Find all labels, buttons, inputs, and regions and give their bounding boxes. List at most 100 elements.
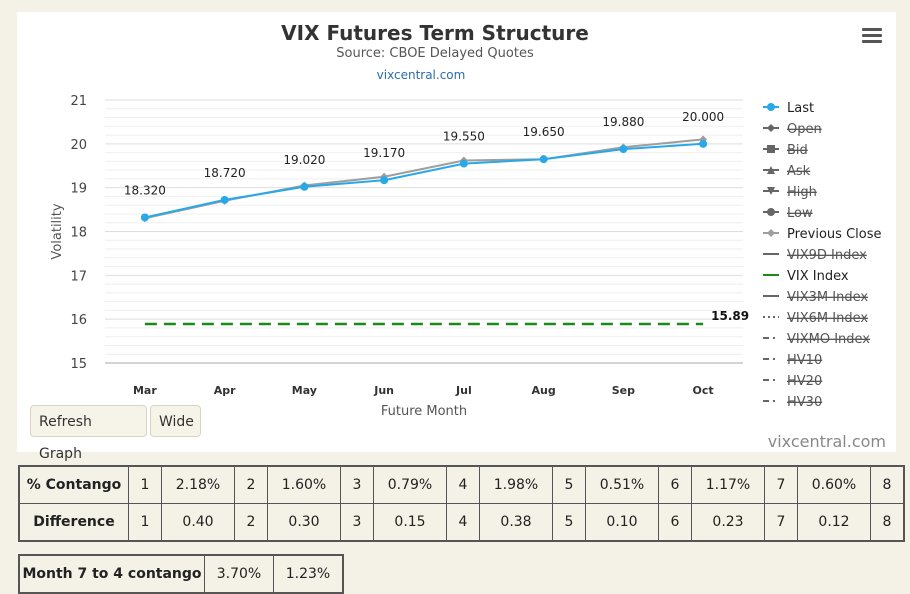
last-point [539, 155, 548, 164]
month-number-cell: 6 [658, 465, 692, 504]
legend-label: Ask [787, 164, 811, 179]
data-label: 19.550 [443, 130, 485, 144]
month74-value: 3.70% [204, 554, 274, 594]
legend-label: Low [787, 206, 813, 221]
chart-source-link[interactable]: vixcentral.com [377, 68, 466, 82]
legend-item[interactable]: VIX Index [763, 269, 849, 284]
legend-item[interactable]: Last [763, 101, 814, 116]
y-tick-label: 18 [70, 226, 87, 241]
month-7-to-4-table: Month 7 to 4 contango 3.70% 1.23% [18, 554, 344, 594]
series-line-last [144, 142, 704, 219]
x-tick-label: May [292, 384, 317, 397]
contango-table: % Contango 1 2.18% 2 1.60% 3 0.79% 4 1.98% 5 0.51%… [18, 465, 905, 542]
x-tick-label: Jun [373, 384, 394, 397]
last-point [220, 195, 229, 204]
value-cell: 0.15 [373, 503, 447, 542]
legend-item[interactable]: Open [763, 122, 822, 137]
last-point [619, 145, 628, 154]
legend-item[interactable]: Previous Close [763, 227, 882, 242]
chart-card: VIX Futures Term Structure Source: CBOE D… [17, 12, 896, 462]
legend-item[interactable]: Low [763, 206, 813, 221]
refresh-graph-button[interactable]: Refresh Graph [30, 405, 147, 462]
x-tick-label: Mar [133, 384, 157, 397]
value-cell: 0.60% [797, 465, 871, 504]
legend-label: Previous Close [787, 227, 882, 242]
legend-label: High [787, 185, 817, 200]
month-number-cell: 8 [870, 503, 905, 542]
value-cell: 0.79% [373, 465, 447, 504]
x-tick-label: Jul [455, 384, 472, 397]
y-tick-label: 20 [70, 138, 87, 153]
month-number-cell: 6 [658, 503, 692, 542]
month-number-cell: 7 [764, 503, 798, 542]
month74-label: Month 7 to 4 contango [18, 554, 205, 594]
legend-label: HV30 [787, 395, 822, 410]
month74-value: 1.23% [273, 554, 344, 594]
y-tick-label: 19 [70, 182, 87, 197]
data-label: 19.650 [523, 125, 565, 139]
legend-label: VIX3M Index [787, 290, 868, 305]
chart-title: VIX Futures Term Structure [281, 21, 589, 45]
legend-label: Last [787, 101, 814, 116]
y-tick-label: 21 [70, 94, 87, 109]
legend-item[interactable]: VIX9D Index [763, 248, 867, 263]
legend-item[interactable]: VIXMO Index [763, 332, 870, 347]
month-number-cell: 4 [446, 503, 480, 542]
chart-credit[interactable]: vixcentral.com [767, 432, 886, 451]
y-tick-label: 15 [70, 357, 87, 372]
legend-item[interactable]: VIX6M Index [763, 311, 868, 326]
month-number-cell: 2 [234, 503, 268, 542]
legend-marker [767, 145, 775, 153]
legend-label: HV10 [787, 353, 822, 368]
data-label: 15.89 [711, 309, 749, 323]
legend-item[interactable]: VIX3M Index [763, 290, 868, 305]
value-cell: 2.18% [161, 465, 235, 504]
y-axis-title: Volatility [50, 203, 65, 259]
legend-item[interactable]: Bid [763, 143, 808, 158]
value-cell: 1.17% [691, 465, 765, 504]
month-number-cell: 5 [552, 503, 586, 542]
month-number-cell: 3 [340, 465, 374, 504]
legend-marker [767, 229, 775, 237]
last-point [699, 139, 708, 148]
legend-item[interactable]: HV30 [763, 395, 822, 410]
value-cell: 0.30 [267, 503, 341, 542]
legend-marker [767, 124, 775, 132]
table-row: % Contango 1 2.18% 2 1.60% 3 0.79% 4 1.98% 5 0.51%… [18, 465, 905, 504]
legend-marker [767, 166, 775, 174]
value-cell: 0.12 [797, 503, 871, 542]
wide-button[interactable]: Wide [150, 405, 201, 437]
legend-label: Open [787, 122, 822, 137]
legend-item[interactable]: High [763, 185, 817, 200]
month-number-cell: 1 [128, 503, 162, 542]
chart-subtitle: Source: CBOE Delayed Quotes [336, 46, 534, 61]
value-cell: 1.98% [479, 465, 553, 504]
value-cell: 0.40 [161, 503, 235, 542]
month-number-cell: 5 [552, 465, 586, 504]
legend-item[interactable]: HV20 [763, 374, 822, 389]
month-number-cell: 2 [234, 465, 268, 504]
last-point [300, 182, 309, 191]
data-label: 19.170 [363, 146, 405, 160]
month-number-cell: 3 [340, 503, 374, 542]
legend-label: Bid [787, 143, 808, 158]
y-tick-label: 16 [70, 313, 87, 328]
chart-menu-icon[interactable] [860, 26, 884, 46]
data-label: 20.000 [682, 110, 724, 124]
value-cell: 0.23 [691, 503, 765, 542]
legend-marker [767, 103, 775, 111]
row-label: % Contango [18, 465, 129, 504]
legend-item[interactable]: Ask [763, 164, 811, 179]
last-point [140, 213, 149, 222]
value-cell: 0.10 [585, 503, 659, 542]
data-label: 18.320 [124, 183, 166, 197]
legend-item[interactable]: HV10 [763, 353, 822, 368]
row-label: Difference [18, 503, 129, 542]
legend-label: VIX6M Index [787, 311, 868, 326]
legend-marker [767, 208, 775, 216]
x-tick-label: Aug [532, 384, 556, 397]
month-number-cell: 8 [870, 465, 905, 504]
legend-label: VIX Index [787, 269, 849, 284]
x-tick-label: Sep [612, 384, 635, 397]
